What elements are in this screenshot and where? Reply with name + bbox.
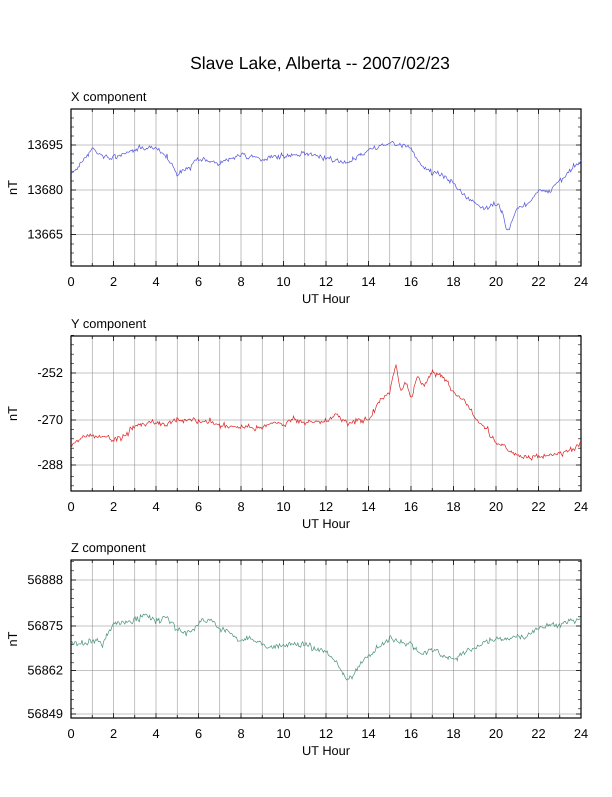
svg-text:Y component: Y component [71, 316, 147, 331]
svg-text:10: 10 [276, 499, 290, 514]
svg-text:2: 2 [110, 726, 117, 741]
svg-text:18: 18 [446, 499, 460, 514]
svg-text:Z component: Z component [71, 540, 146, 555]
svg-text:56849: 56849 [27, 706, 63, 721]
svg-text:-288: -288 [37, 457, 63, 472]
svg-text:nT: nT [5, 631, 20, 646]
svg-text:6: 6 [195, 726, 202, 741]
svg-text:4: 4 [152, 499, 159, 514]
svg-text:12: 12 [319, 499, 333, 514]
svg-text:13680: 13680 [27, 182, 63, 197]
svg-text:-270: -270 [37, 412, 63, 427]
svg-text:0: 0 [67, 274, 74, 289]
svg-text:18: 18 [446, 726, 460, 741]
svg-text:Slave Lake, Alberta -- 2007/02: Slave Lake, Alberta -- 2007/02/23 [190, 53, 450, 73]
svg-text:UT Hour: UT Hour [302, 516, 351, 531]
svg-text:12: 12 [319, 274, 333, 289]
svg-text:2: 2 [110, 499, 117, 514]
svg-text:20: 20 [489, 726, 503, 741]
svg-text:UT Hour: UT Hour [302, 291, 351, 306]
svg-text:8: 8 [237, 499, 244, 514]
svg-text:12: 12 [319, 726, 333, 741]
svg-text:22: 22 [531, 499, 545, 514]
svg-text:13665: 13665 [27, 227, 63, 242]
svg-text:X component: X component [71, 89, 147, 104]
svg-text:24: 24 [574, 274, 588, 289]
svg-text:-252: -252 [37, 365, 63, 380]
svg-text:56862: 56862 [27, 663, 63, 678]
svg-text:13695: 13695 [27, 137, 63, 152]
svg-text:UT Hour: UT Hour [302, 743, 351, 758]
svg-text:nT: nT [5, 180, 20, 195]
svg-text:nT: nT [5, 406, 20, 421]
svg-text:14: 14 [361, 499, 375, 514]
svg-text:56875: 56875 [27, 618, 63, 633]
svg-text:14: 14 [361, 274, 375, 289]
svg-text:22: 22 [531, 274, 545, 289]
svg-text:20: 20 [489, 274, 503, 289]
svg-text:0: 0 [67, 499, 74, 514]
svg-text:6: 6 [195, 499, 202, 514]
svg-text:6: 6 [195, 274, 202, 289]
svg-text:10: 10 [276, 726, 290, 741]
svg-text:10: 10 [276, 274, 290, 289]
svg-text:22: 22 [531, 726, 545, 741]
svg-text:20: 20 [489, 499, 503, 514]
svg-text:24: 24 [574, 499, 588, 514]
svg-text:0: 0 [67, 726, 74, 741]
svg-text:18: 18 [446, 274, 460, 289]
svg-text:4: 4 [152, 726, 159, 741]
svg-text:16: 16 [404, 274, 418, 289]
svg-text:8: 8 [237, 274, 244, 289]
svg-text:8: 8 [237, 726, 244, 741]
svg-text:14: 14 [361, 726, 375, 741]
svg-text:24: 24 [574, 726, 588, 741]
svg-text:4: 4 [152, 274, 159, 289]
svg-text:2: 2 [110, 274, 117, 289]
svg-text:56888: 56888 [27, 572, 63, 587]
svg-text:16: 16 [404, 499, 418, 514]
svg-text:16: 16 [404, 726, 418, 741]
